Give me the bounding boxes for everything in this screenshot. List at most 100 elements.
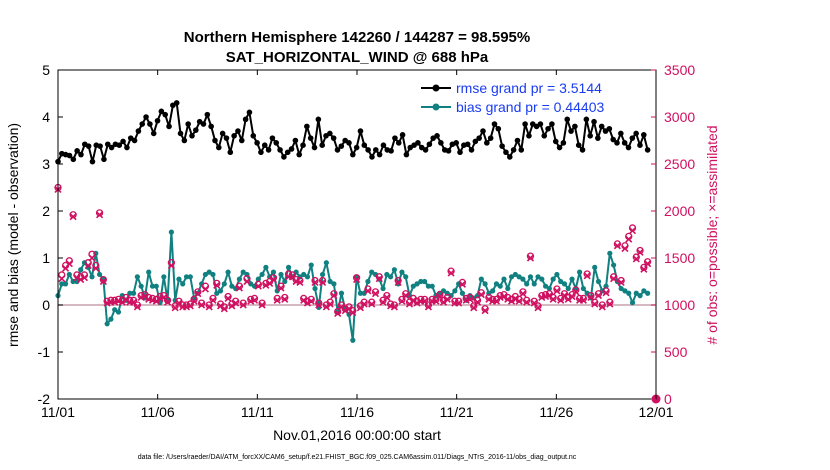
rmse-point bbox=[307, 135, 314, 141]
bias-point bbox=[478, 276, 484, 282]
rmse-point bbox=[595, 135, 601, 141]
y-tick-label: 2 bbox=[42, 203, 50, 219]
bias-point bbox=[202, 271, 209, 278]
obs-assimilated-point bbox=[239, 301, 247, 309]
rmse-point bbox=[66, 152, 73, 159]
obs-assimilated-point bbox=[583, 272, 591, 280]
obs-assimilated-point bbox=[80, 274, 89, 282]
obs-assimilated-point bbox=[353, 276, 361, 284]
rmse-point bbox=[614, 140, 620, 146]
bias-point bbox=[459, 290, 466, 296]
rmse-point bbox=[579, 147, 586, 153]
rmse-point bbox=[583, 116, 590, 123]
rmse-point bbox=[621, 140, 628, 146]
rmse-point bbox=[422, 147, 429, 153]
bias-point bbox=[539, 276, 545, 282]
rmse-point bbox=[135, 128, 142, 134]
bias-point bbox=[554, 271, 560, 278]
rmse-point bbox=[284, 149, 291, 156]
obs-assimilated-point bbox=[232, 299, 240, 307]
x-tick-label: 12/01 bbox=[638, 404, 673, 420]
rmse-point bbox=[403, 151, 410, 158]
rmse-point bbox=[246, 109, 253, 116]
rmse-point bbox=[610, 136, 616, 143]
rmse-point bbox=[311, 144, 318, 151]
bias-point bbox=[323, 260, 329, 266]
rmse-point bbox=[269, 135, 276, 141]
bias-point bbox=[312, 285, 318, 292]
obs-assimilated-point bbox=[534, 304, 542, 312]
bias-point bbox=[187, 274, 193, 280]
obs-assimilated-point bbox=[523, 298, 531, 306]
rmse-point bbox=[166, 123, 172, 130]
bias-point bbox=[149, 283, 156, 289]
y-tick-label: -2 bbox=[38, 391, 51, 407]
obs-assimilated-point bbox=[243, 277, 251, 286]
bias-point bbox=[403, 274, 409, 280]
rmse-point bbox=[633, 130, 639, 137]
rmse-point bbox=[445, 148, 452, 154]
rmse-point bbox=[549, 121, 555, 127]
y2-tick-label: 500 bbox=[664, 344, 688, 360]
obs-assimilated-point bbox=[92, 264, 100, 272]
rmse-point bbox=[453, 140, 459, 146]
bias-point bbox=[512, 271, 518, 278]
bias-point bbox=[138, 283, 144, 289]
bias-point bbox=[319, 271, 326, 278]
y-tick-label: 4 bbox=[42, 109, 50, 125]
obs-assimilated-point bbox=[424, 303, 432, 311]
rmse-point bbox=[330, 135, 337, 141]
obs-assimilated-point bbox=[194, 290, 202, 298]
obs-assimilated-point bbox=[371, 290, 380, 298]
rmse-point bbox=[173, 100, 180, 106]
obs-assimilated-point bbox=[360, 300, 368, 308]
rmse-point bbox=[457, 149, 463, 156]
bias-point bbox=[520, 276, 526, 282]
obs-assimilated-point bbox=[311, 278, 319, 287]
obs-assimilated-point bbox=[610, 275, 618, 283]
rmse-point bbox=[116, 142, 123, 148]
bias-point bbox=[304, 274, 311, 280]
obs-assimilated-point bbox=[326, 300, 334, 308]
obs-assimilated-point bbox=[644, 260, 652, 268]
y-tick-label: 0 bbox=[42, 297, 50, 313]
rmse-point bbox=[238, 137, 245, 144]
rmse-point bbox=[158, 108, 165, 115]
obs-assimilated-point bbox=[58, 275, 66, 283]
rmse-point bbox=[372, 147, 379, 153]
obs-assimilated-point bbox=[368, 300, 376, 308]
rmse-point bbox=[74, 148, 80, 154]
rmse-point bbox=[292, 137, 299, 144]
rmse-point bbox=[288, 146, 295, 152]
bias-point bbox=[580, 285, 586, 292]
rmse-point bbox=[564, 116, 571, 123]
bias-point bbox=[626, 290, 632, 296]
obs-assimilated-point bbox=[443, 295, 451, 303]
y-tick-label: -1 bbox=[38, 344, 51, 360]
rmse-point bbox=[300, 142, 306, 148]
bias-point bbox=[524, 281, 530, 287]
bias-point bbox=[607, 250, 613, 256]
obs-assimilated-point bbox=[277, 284, 285, 292]
bias-point bbox=[89, 274, 95, 280]
obs-assimilated-point bbox=[553, 287, 561, 295]
rmse-point bbox=[193, 127, 199, 133]
bias-point bbox=[112, 307, 118, 313]
rmse-point bbox=[556, 144, 563, 151]
obs-assimilated-point bbox=[224, 294, 232, 302]
obs-assimilated-point bbox=[625, 235, 633, 243]
obs-assimilated-point bbox=[383, 293, 391, 302]
rmse-point bbox=[392, 135, 398, 141]
rmse-point bbox=[216, 144, 222, 151]
rmse-point bbox=[640, 132, 647, 138]
rmse-point bbox=[399, 132, 406, 138]
rmse-point bbox=[637, 142, 643, 148]
bias-point bbox=[361, 290, 367, 296]
rmse-point bbox=[415, 140, 421, 146]
rmse-point bbox=[491, 121, 498, 127]
legend-rmse-marker bbox=[432, 84, 440, 92]
y2-tick-label: 1500 bbox=[664, 250, 695, 266]
obs-assimilated-point bbox=[394, 278, 402, 287]
rmse-point bbox=[273, 140, 280, 146]
rmse-point bbox=[572, 123, 578, 130]
